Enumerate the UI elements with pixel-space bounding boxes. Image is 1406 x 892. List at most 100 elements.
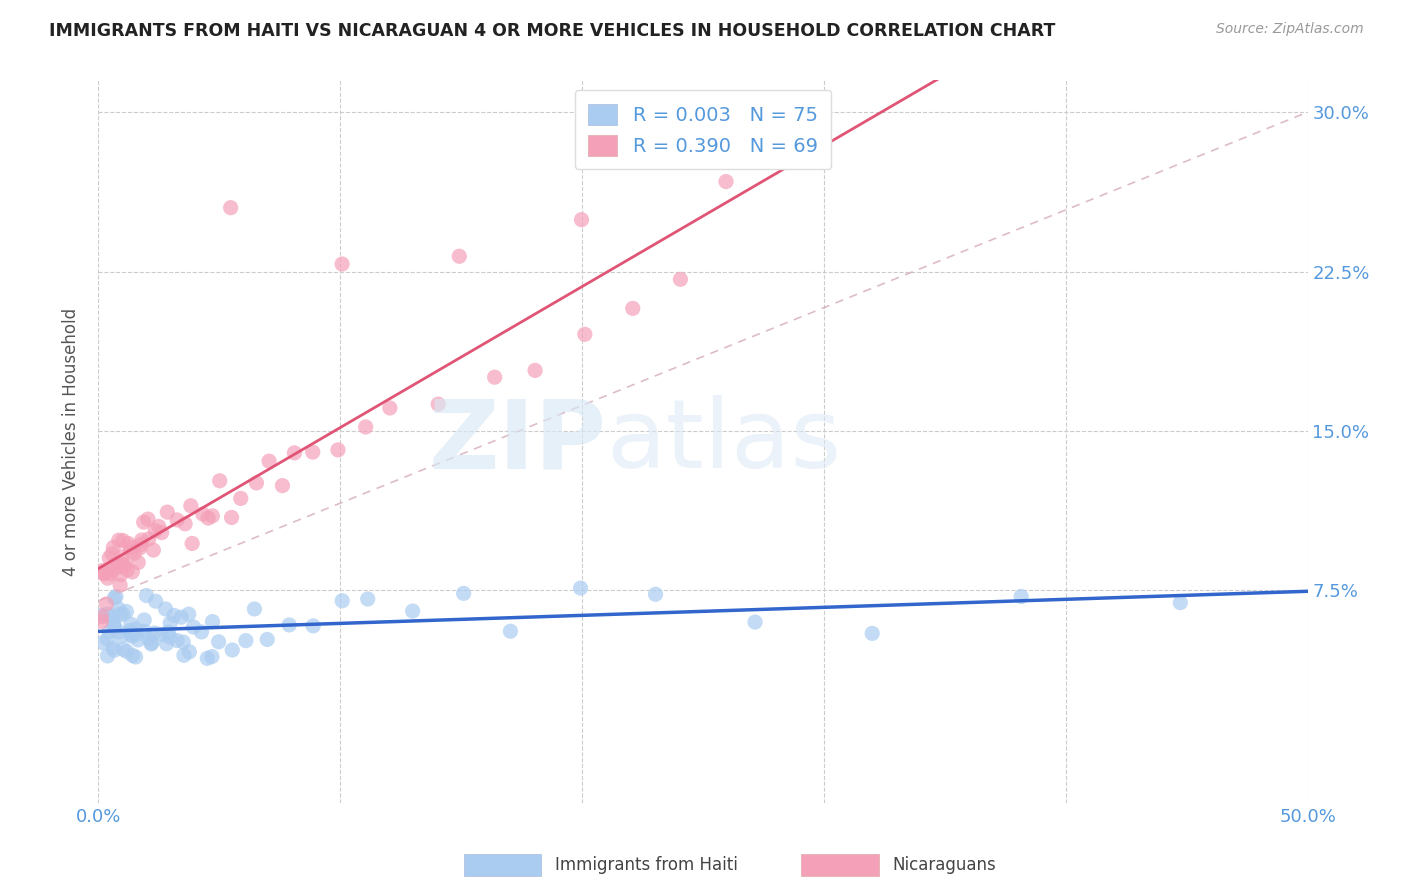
Point bbox=[177, 607, 200, 622]
Point bbox=[669, 272, 692, 286]
Text: Source: ZipAtlas.com: Source: ZipAtlas.com bbox=[1216, 22, 1364, 37]
Point bbox=[120, 544, 142, 558]
Point bbox=[245, 475, 267, 490]
Point bbox=[128, 541, 150, 555]
Point bbox=[117, 563, 139, 577]
Point bbox=[574, 327, 596, 342]
Point bbox=[569, 581, 592, 595]
Point bbox=[108, 607, 131, 621]
Point bbox=[271, 478, 294, 492]
Point bbox=[180, 499, 202, 513]
Point bbox=[256, 632, 278, 647]
Point bbox=[125, 627, 148, 641]
Point bbox=[103, 643, 125, 657]
Point bbox=[163, 608, 186, 623]
Point bbox=[219, 201, 242, 215]
Point bbox=[201, 508, 224, 523]
Point bbox=[93, 566, 115, 581]
Point bbox=[100, 566, 122, 581]
Point bbox=[122, 546, 145, 560]
Point bbox=[148, 519, 170, 533]
Point bbox=[101, 640, 124, 655]
Text: IMMIGRANTS FROM HAITI VS NICARAGUAN 4 OR MORE VEHICLES IN HOUSEHOLD CORRELATION : IMMIGRANTS FROM HAITI VS NICARAGUAN 4 OR… bbox=[49, 22, 1056, 40]
Point bbox=[714, 175, 737, 189]
Point bbox=[201, 615, 224, 629]
Point bbox=[378, 401, 401, 415]
Point bbox=[141, 636, 163, 650]
Point bbox=[111, 557, 134, 571]
Point bbox=[90, 615, 112, 629]
Point bbox=[111, 607, 134, 622]
Point bbox=[91, 608, 114, 623]
Point bbox=[142, 543, 165, 558]
Point bbox=[243, 602, 266, 616]
Point bbox=[131, 533, 153, 547]
Text: Immigrants from Haiti: Immigrants from Haiti bbox=[555, 856, 738, 874]
Point bbox=[110, 629, 132, 643]
Point bbox=[207, 635, 229, 649]
Point bbox=[208, 474, 231, 488]
Point bbox=[644, 587, 666, 601]
Point bbox=[141, 637, 163, 651]
Point bbox=[96, 648, 118, 663]
Point bbox=[191, 507, 214, 521]
Point bbox=[103, 618, 125, 632]
Point bbox=[190, 624, 212, 639]
Point bbox=[621, 301, 644, 316]
Point bbox=[524, 363, 547, 377]
Point bbox=[101, 609, 124, 624]
Point bbox=[120, 617, 142, 632]
Legend: R = 0.003   N = 75, R = 0.390   N = 69: R = 0.003 N = 75, R = 0.390 N = 69 bbox=[575, 90, 831, 169]
Point bbox=[145, 594, 167, 608]
Point bbox=[235, 633, 257, 648]
Point bbox=[159, 630, 181, 644]
Point bbox=[98, 550, 121, 565]
Point bbox=[103, 619, 125, 633]
Point bbox=[330, 593, 353, 607]
Point bbox=[111, 533, 134, 548]
Point bbox=[101, 613, 124, 627]
Point bbox=[101, 563, 124, 577]
Point bbox=[124, 650, 146, 665]
Point bbox=[110, 567, 132, 582]
Point bbox=[107, 601, 129, 615]
Point bbox=[357, 592, 380, 607]
Point bbox=[278, 618, 301, 632]
Point bbox=[156, 505, 179, 519]
Point bbox=[453, 586, 475, 600]
Point bbox=[326, 442, 349, 457]
Point bbox=[105, 590, 128, 604]
Point bbox=[179, 645, 201, 659]
Point bbox=[136, 512, 159, 526]
Point bbox=[181, 536, 204, 550]
Point bbox=[96, 632, 118, 646]
Point bbox=[201, 649, 224, 664]
Point bbox=[427, 397, 450, 411]
Point bbox=[121, 565, 143, 579]
Point bbox=[121, 541, 143, 555]
Point bbox=[170, 610, 193, 624]
Point bbox=[143, 524, 166, 538]
Point bbox=[166, 513, 188, 527]
Point bbox=[138, 532, 160, 546]
Point bbox=[301, 445, 323, 459]
Point bbox=[132, 515, 155, 529]
Point bbox=[93, 566, 115, 580]
Point bbox=[143, 626, 166, 640]
Point bbox=[744, 615, 766, 629]
Point bbox=[159, 616, 181, 631]
Point bbox=[155, 637, 177, 651]
Point bbox=[107, 533, 129, 548]
Point bbox=[108, 578, 131, 592]
Point bbox=[115, 605, 138, 619]
Point bbox=[499, 624, 522, 639]
Point bbox=[221, 510, 243, 524]
Point bbox=[112, 642, 135, 657]
Point bbox=[229, 491, 252, 506]
Point bbox=[96, 597, 118, 611]
Point bbox=[155, 602, 177, 616]
Point bbox=[112, 558, 135, 573]
Point bbox=[197, 511, 219, 525]
Point bbox=[121, 629, 143, 643]
Point bbox=[150, 525, 173, 540]
